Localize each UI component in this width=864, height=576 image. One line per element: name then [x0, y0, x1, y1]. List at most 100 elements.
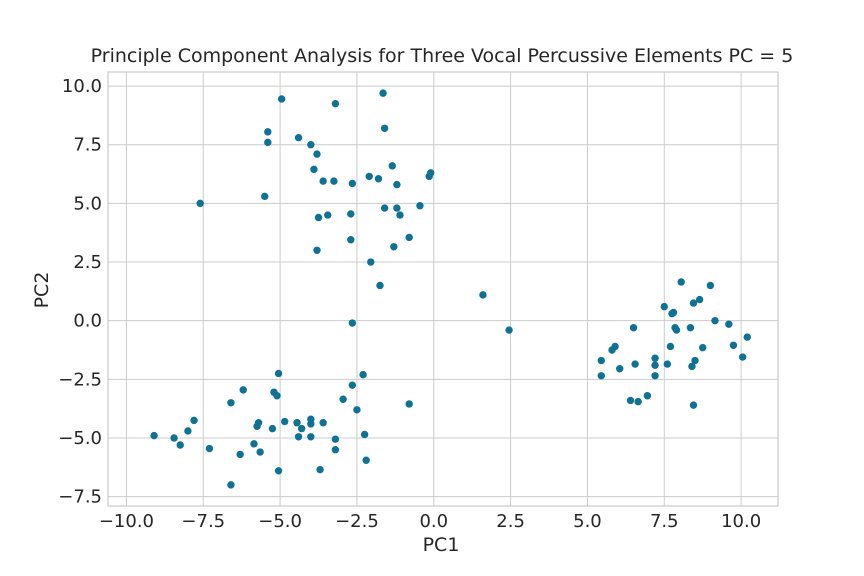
scatter-point — [331, 99, 340, 108]
scatter-point — [651, 354, 659, 362]
scatter-point — [668, 309, 676, 318]
y-tick-label: 7.5 — [73, 135, 102, 156]
scatter-point — [393, 180, 401, 189]
scatter-point — [396, 211, 404, 219]
scatter-point — [190, 416, 198, 425]
scatter-point — [205, 444, 214, 453]
scatter-point — [250, 440, 258, 448]
scatter-point — [348, 179, 357, 188]
y-tick-labels: −7.5 −5.0 −2.5 0.0 2.5 5.0 7.5 10.0 — [58, 76, 102, 508]
x-tick-label: 7.5 — [650, 511, 679, 532]
scatter-point — [416, 202, 424, 210]
scatter-point — [597, 372, 605, 380]
scatter-point — [331, 445, 340, 454]
scatter-point — [379, 89, 387, 97]
scatter-point — [310, 165, 318, 174]
scatter-point — [313, 150, 321, 158]
y-tick-label: −5.0 — [58, 428, 102, 449]
scatter-point — [405, 400, 413, 408]
scatter-point — [359, 370, 367, 379]
scatter-point — [374, 175, 383, 183]
scatter-point — [362, 456, 370, 464]
scatter-point — [405, 233, 413, 242]
scatter-point — [711, 316, 719, 325]
scatter-point — [239, 386, 247, 394]
scatter-point — [699, 343, 707, 352]
scatter-point — [331, 435, 340, 443]
scatter-point — [307, 141, 315, 149]
scatter-point — [691, 356, 699, 365]
scatter-point — [689, 299, 698, 307]
scatter-point — [666, 342, 675, 351]
scatter-point — [319, 177, 327, 185]
scatter-point — [686, 324, 695, 332]
scatter-point — [695, 295, 704, 304]
scatter-point — [353, 406, 361, 414]
y-tick-label: 5.0 — [73, 193, 102, 214]
scatter-point — [236, 450, 244, 459]
scatter-point — [314, 213, 323, 222]
scatter-point — [294, 433, 303, 441]
scatter-point — [170, 434, 178, 442]
scatter-point — [505, 326, 513, 334]
scatter-point — [347, 210, 355, 218]
scatter-point — [268, 424, 277, 433]
x-tick-label: 10.0 — [721, 511, 761, 532]
scatter-point — [294, 133, 303, 142]
scatter-point — [677, 278, 685, 286]
scatter-point — [277, 95, 286, 103]
scatter-point — [688, 362, 696, 371]
scatter-point — [365, 172, 373, 181]
scatter-point — [631, 360, 639, 368]
scatter-point — [150, 431, 158, 440]
scatter-point — [227, 399, 235, 407]
scatter-point — [376, 281, 384, 290]
x-tick-labels: −10.0 −7.5 −5.0 −2.5 0.0 2.5 5.0 7.5 10.0 — [99, 511, 761, 532]
grid-layer — [108, 72, 778, 506]
scatter-point — [651, 361, 659, 369]
x-tick-label: −7.5 — [181, 511, 225, 532]
y-tick-label: 0.0 — [73, 311, 102, 332]
chart-title: Principle Component Analysis for Three V… — [91, 45, 794, 67]
scatter-point — [360, 430, 369, 439]
scatter-point — [319, 419, 327, 427]
scatter-point — [390, 243, 398, 251]
scatter-point — [274, 467, 283, 475]
scatter-point — [743, 333, 751, 341]
scatter-point — [316, 465, 324, 474]
scatter-point — [339, 395, 347, 403]
scatter-point — [738, 353, 747, 361]
scatter-point — [634, 397, 642, 406]
scatter-point — [297, 424, 306, 433]
scatter-point — [393, 204, 401, 212]
scatter-point — [184, 427, 192, 435]
scatter-point — [348, 381, 357, 389]
scatter-point — [307, 433, 315, 441]
scatter-point — [672, 326, 681, 334]
points-layer — [150, 89, 751, 489]
y-tick-label: 10.0 — [62, 76, 102, 97]
scatter-point — [388, 162, 396, 170]
scatter-point — [307, 420, 315, 428]
scatter-point — [324, 211, 332, 219]
scatter-point — [660, 302, 668, 311]
scatter-point — [706, 281, 715, 290]
y-axis-label: PC2 — [31, 272, 53, 309]
scatter-point — [313, 246, 321, 254]
scatter-point — [427, 169, 435, 177]
x-axis-label: PC1 — [423, 534, 460, 556]
x-tick-label: −10.0 — [99, 511, 154, 532]
scatter-point — [663, 360, 672, 368]
scatter-point — [196, 199, 204, 208]
scatter-point — [380, 124, 389, 133]
scatter-point — [367, 258, 375, 266]
scatter-point — [256, 448, 264, 456]
scatter-point — [330, 177, 338, 185]
scatter-point — [176, 441, 184, 449]
x-tick-label: −5.0 — [258, 511, 302, 532]
scatter-point — [347, 236, 355, 244]
y-tick-label: 2.5 — [73, 252, 102, 273]
scatter-point — [227, 481, 235, 489]
